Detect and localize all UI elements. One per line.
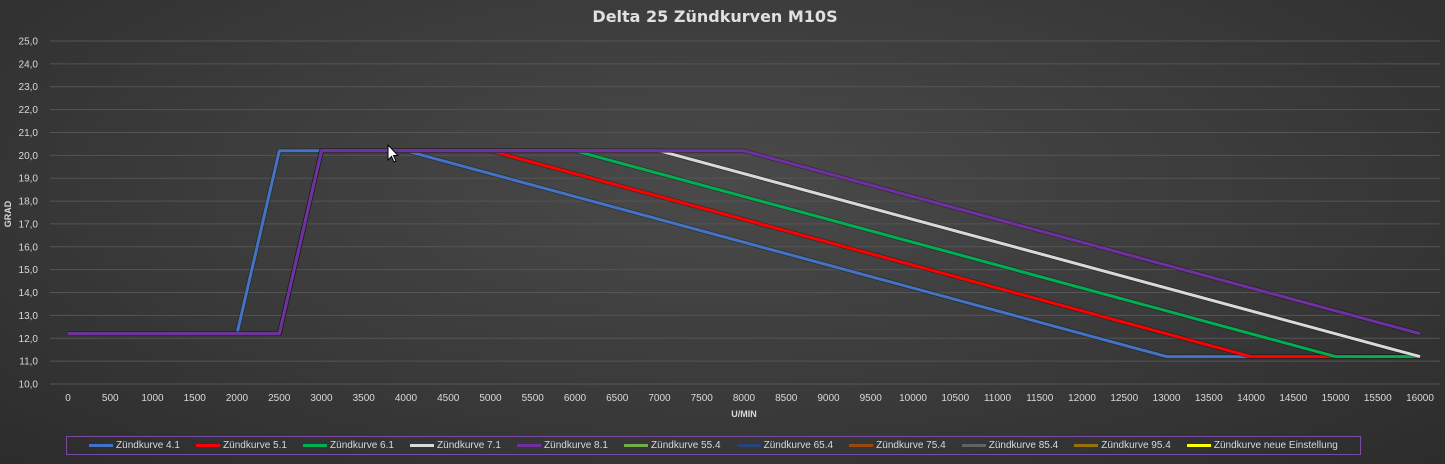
y-tick-label: 19,0 [19, 174, 39, 185]
legend-item: Zündkurve 75.4 [849, 440, 946, 451]
legend-swatch [1186, 444, 1211, 447]
x-tick-label: 3500 [353, 393, 376, 404]
legend-item: Zündkurve 55.4 [624, 440, 721, 451]
x-tick-label: 0 [65, 393, 71, 404]
legend-item: Zündkurve neue Einstellung [1186, 440, 1338, 451]
legend-swatch [89, 444, 114, 447]
x-tick-label: 9500 [860, 393, 883, 404]
legend-item: Zündkurve 85.4 [961, 440, 1059, 451]
legend-label: Zündkurve 65.4 [763, 440, 834, 451]
gridlines [50, 40, 1440, 385]
x-tick-label: 500 [102, 393, 119, 404]
x-tick-label: 14000 [1237, 393, 1265, 404]
y-tick-label: 23,0 [19, 82, 39, 93]
y-tick-label: 14,0 [19, 288, 39, 299]
legend-label: Zündkurve 5.1 [223, 440, 287, 451]
x-tick-label: 4000 [395, 393, 418, 404]
legend-swatch [1074, 444, 1099, 447]
x-tick-label: 5000 [479, 393, 502, 404]
legend-label: Zündkurve 85.4 [988, 440, 1059, 451]
legend-item: Zündkurve 7.1 [410, 440, 501, 451]
x-tick-label: 6500 [606, 393, 629, 404]
y-tick-label: 10,0 [19, 380, 39, 391]
legend-item: Zündkurve 5.1 [196, 440, 287, 451]
legend-item: Zündkurve 4.1 [89, 440, 180, 451]
legend-label: Zündkurve 75.4 [876, 440, 946, 451]
x-tick-label: 2500 [268, 393, 291, 404]
legend-swatch [624, 444, 649, 447]
y-tick-label: 12,0 [19, 334, 39, 345]
x-tick-label: 15000 [1322, 393, 1350, 404]
y-tick-label: 13,0 [19, 311, 39, 322]
legend-swatch [303, 444, 328, 447]
legend-swatch [736, 444, 761, 447]
y-axis-label: GRAD [3, 200, 13, 227]
legend-label: Zündkurve 95.4 [1101, 440, 1171, 451]
x-tick-label: 16000 [1406, 393, 1434, 404]
legend-swatch [517, 444, 542, 447]
x-tick-label: 15500 [1364, 393, 1392, 404]
y-tick-label: 22,0 [19, 105, 39, 116]
x-tick-label: 12500 [1110, 393, 1138, 404]
chart: Delta 25 Zündkurven M10S 10,0 11,0 12,0 13,… [3, 7, 1440, 419]
x-tick-label: 8500 [775, 393, 798, 404]
x-tick-label: 1500 [184, 393, 207, 404]
x-axis-label: U/MIN [731, 409, 757, 419]
legend-swatch [849, 444, 874, 447]
x-tick-label: 1000 [141, 393, 164, 404]
legend-swatch [961, 444, 986, 447]
chart-title: Delta 25 Zündkurven M10S [592, 7, 837, 26]
x-tick-label: 10500 [941, 393, 969, 404]
y-tick-label: 24,0 [19, 59, 39, 70]
x-tick-label: 8000 [733, 393, 756, 404]
x-tick-label: 13000 [1153, 393, 1181, 404]
legend-item: Zündkurve 6.1 [303, 440, 394, 451]
legend-label: Zündkurve 8.1 [544, 440, 608, 451]
y-tick-label: 11,0 [19, 357, 38, 368]
legend: Zündkurve 4.1 Zündkurve 5.1 Zündkurve 6.1 Z… [66, 436, 1361, 455]
x-tick-label: 10000 [899, 393, 927, 404]
x-tick-label: 9000 [817, 393, 840, 404]
legend-label: Zündkurve 7.1 [437, 440, 501, 451]
y-tick-label: 16,0 [19, 242, 39, 253]
x-tick-label: 13500 [1195, 393, 1223, 404]
mouse-cursor-icon [387, 143, 400, 163]
y-tick-label: 18,0 [19, 197, 39, 208]
x-tick-label: 2000 [226, 393, 249, 404]
y-tick-label: 20,0 [19, 151, 39, 162]
x-tick-label: 7000 [648, 393, 671, 404]
y-tick-label: 25,0 [19, 37, 39, 48]
x-tick-label: 3000 [310, 393, 333, 404]
y-tick-label: 15,0 [19, 265, 39, 276]
x-tick-labels: 0 500 1000 1500 2000 2500 3000 3500 4000 4500 5000… [65, 393, 1434, 404]
series-lines [68, 148, 1421, 359]
x-tick-label: 6000 [564, 393, 587, 404]
legend-label: Zündkurve 4.1 [116, 440, 180, 451]
x-tick-label: 11000 [984, 393, 1012, 404]
legend-label: Zündkurve 6.1 [330, 440, 394, 451]
series-line [68, 149, 1421, 336]
x-tick-label: 7500 [691, 393, 714, 404]
y-tick-labels: 10,0 11,0 12,0 13,0 14,0 15,0 16,0 17,0 18,0 19,0… [19, 37, 39, 391]
legend-item: Zündkurve 95.4 [1074, 440, 1171, 451]
legend-swatch [196, 444, 221, 447]
x-tick-label: 14500 [1279, 393, 1307, 404]
legend-label: Zündkurve 55.4 [651, 440, 721, 451]
legend-swatch [410, 444, 435, 447]
legend-label: Zündkurve neue Einstellung [1213, 440, 1338, 451]
x-tick-label: 4500 [437, 393, 460, 404]
x-tick-label: 5500 [522, 393, 545, 404]
legend-item: Zündkurve 65.4 [736, 440, 834, 451]
x-tick-label: 11500 [1026, 393, 1054, 404]
legend-item: Zündkurve 8.1 [517, 440, 608, 451]
y-tick-label: 17,0 [19, 219, 39, 230]
x-tick-label: 12000 [1068, 393, 1096, 404]
y-tick-label: 21,0 [19, 128, 39, 139]
